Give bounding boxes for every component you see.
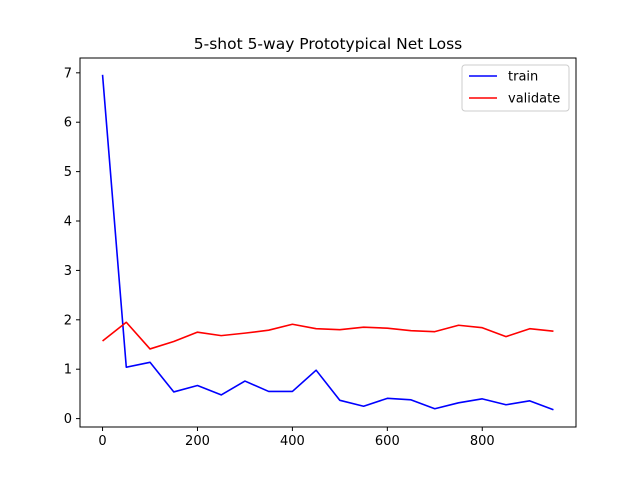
y-tick-label: 3 bbox=[64, 264, 72, 279]
y-tick-label: 7 bbox=[64, 66, 72, 81]
x-tick-label: 400 bbox=[280, 434, 305, 449]
y-axis: 0 1 2 3 4 5 6 7 bbox=[64, 66, 80, 427]
legend: train validate bbox=[461, 64, 570, 112]
y-tick-label: 5 bbox=[64, 165, 72, 180]
plot-lines bbox=[101, 74, 554, 411]
y-tick-label: 0 bbox=[64, 412, 72, 427]
x-tick-label: 800 bbox=[470, 434, 495, 449]
y-tick-label: 6 bbox=[64, 116, 72, 131]
x-axis: 0 200 400 600 800 bbox=[98, 427, 495, 449]
plot-frame bbox=[79, 57, 577, 428]
series-line-train bbox=[101, 74, 554, 411]
legend-label-validate: validate bbox=[508, 92, 560, 107]
legend-label-train: train bbox=[508, 70, 538, 85]
y-tick-label: 2 bbox=[64, 313, 72, 328]
x-tick-label: 0 bbox=[98, 434, 106, 449]
chart-title: 5-shot 5-way Prototypical Net Loss bbox=[194, 35, 463, 53]
y-tick-label: 1 bbox=[64, 363, 72, 378]
x-tick-label: 200 bbox=[185, 434, 210, 449]
series-line-validate bbox=[102, 321, 554, 350]
x-tick-label: 600 bbox=[375, 434, 400, 449]
y-tick-label: 4 bbox=[64, 215, 72, 230]
